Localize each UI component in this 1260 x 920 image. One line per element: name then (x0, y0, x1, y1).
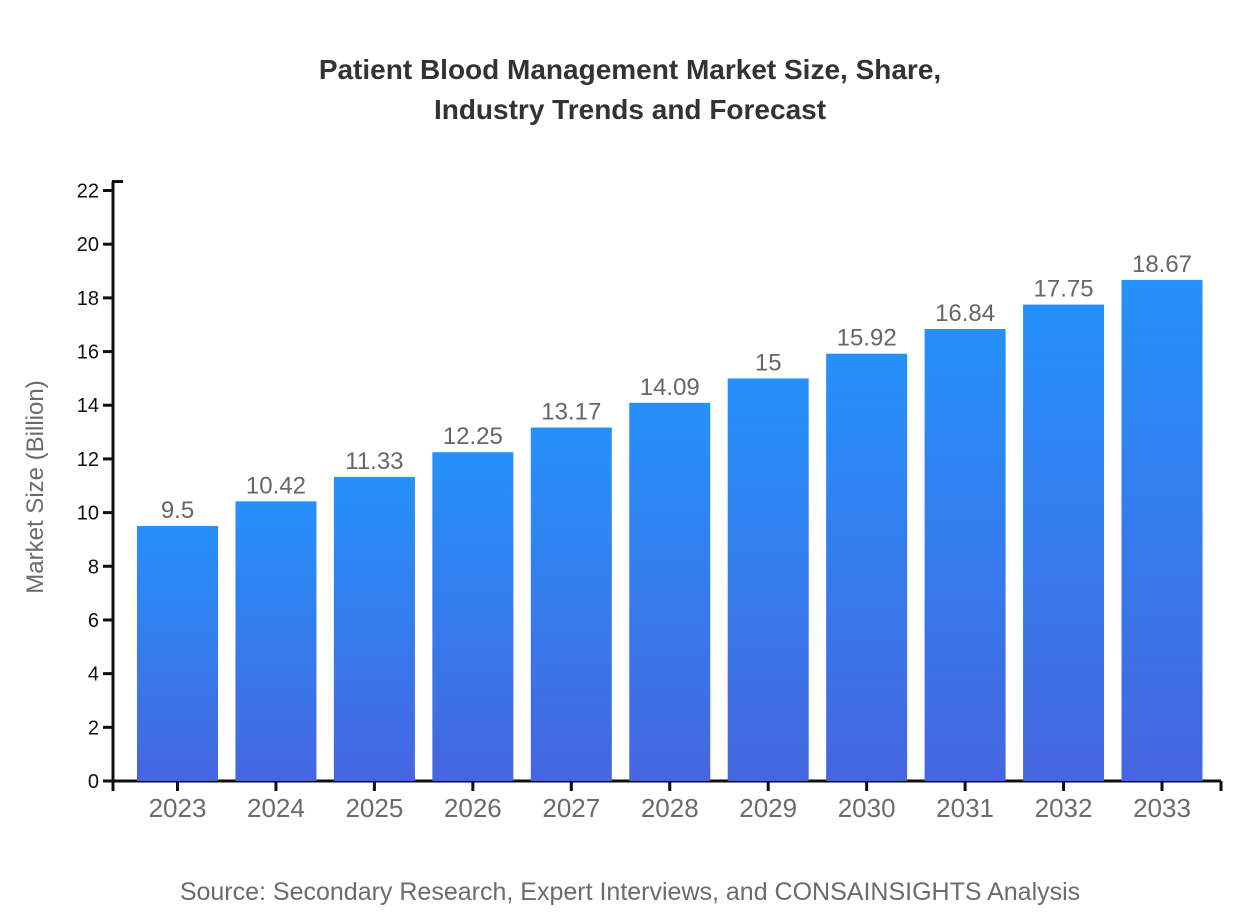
x-tick-label: 2027 (542, 793, 600, 823)
chart-title: Patient Blood Management Market Size, Sh… (0, 50, 1260, 130)
bar-value-label: 12.25 (443, 423, 503, 450)
y-tick-label: 16 (77, 342, 99, 364)
source-note: Source: Secondary Research, Expert Inter… (179, 878, 1081, 906)
x-tick-label: 2028 (641, 793, 699, 823)
bar-value-label: 9.5 (161, 497, 194, 524)
bar-value-label: 11.33 (345, 448, 403, 475)
bar-2032 (1023, 304, 1105, 781)
x-tick-label: 2023 (149, 793, 207, 823)
bar-value-label: 17.75 (1034, 276, 1094, 303)
y-tick-label: 14 (77, 395, 99, 417)
y-tick-label: 22 (77, 181, 99, 203)
y-tick-label: 20 (77, 234, 99, 256)
bar-value-label: 14.09 (640, 374, 700, 401)
bar-2024 (235, 501, 317, 781)
bar-2029 (727, 378, 809, 781)
y-tick-label: 12 (77, 449, 99, 471)
chart-title-line1: Patient Blood Management Market Size, Sh… (318, 54, 942, 85)
bar-value-label: 15 (755, 349, 782, 376)
x-tick-label: 2031 (936, 793, 994, 823)
y-tick-label: 8 (88, 556, 99, 578)
bar-2031 (924, 329, 1006, 781)
x-tick-label: 2024 (247, 793, 305, 823)
x-tick-label: 2030 (838, 793, 896, 823)
x-tick-label: 2025 (345, 793, 403, 823)
bar-2033 (1121, 279, 1203, 781)
y-tick-label: 0 (88, 771, 99, 793)
bar-2030 (826, 353, 908, 781)
x-tick-label: 2026 (444, 793, 502, 823)
chart-title-line2: Industry Trends and Forecast (433, 94, 827, 125)
bar-2026 (432, 452, 514, 781)
bar-value-label: 10.42 (246, 472, 306, 499)
bar-value-label: 16.84 (935, 300, 995, 327)
y-tick-label: 18 (77, 288, 99, 310)
bar-value-label: 18.67 (1132, 251, 1192, 278)
x-tick-label: 2033 (1133, 793, 1191, 823)
bar-value-label: 15.92 (837, 325, 897, 352)
y-tick-label: 6 (88, 610, 99, 632)
y-tick-label: 10 (77, 503, 99, 525)
bar-2025 (333, 476, 415, 781)
x-tick-label: 2029 (739, 793, 797, 823)
bar-2027 (530, 427, 612, 781)
y-tick-label: 4 (88, 664, 99, 686)
bar-value-label: 13.17 (541, 399, 601, 426)
y-tick-label: 2 (88, 717, 99, 739)
bar-2028 (629, 402, 711, 781)
bar-2023 (137, 526, 218, 781)
x-tick-label: 2032 (1035, 793, 1093, 823)
